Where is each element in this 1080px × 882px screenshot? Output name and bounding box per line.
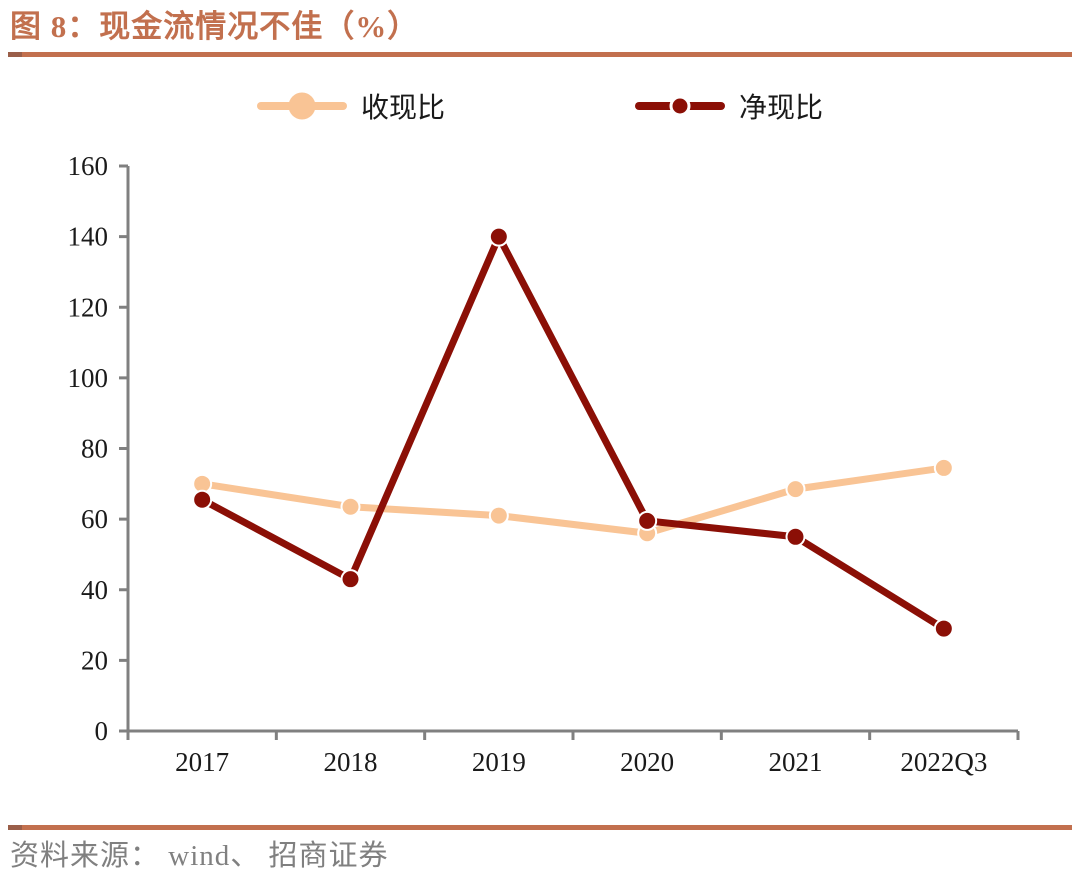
- y-tick-label: 20: [81, 645, 108, 675]
- y-tick-label: 60: [81, 504, 108, 534]
- series-0-point-2019: [488, 505, 509, 526]
- source-note: 资料来源： wind、 招商证券: [10, 840, 389, 872]
- y-tick-label: 100: [68, 363, 109, 393]
- legend-marker-shouxianbi-icon: [256, 91, 347, 121]
- series-1-point-2019: [488, 226, 509, 247]
- figure-title: 图 8：现金流情况不佳（%）: [10, 9, 420, 44]
- legend-item-shouxianbi: 收现比: [256, 86, 445, 126]
- chart-legend: 收现比 净现比: [0, 83, 1080, 129]
- legend-label-shouxianbi: 收现比: [360, 93, 445, 124]
- series-1-point-2017: [192, 489, 213, 510]
- x-tick-label: 2022Q3: [900, 747, 987, 777]
- y-tick-label: 160: [68, 151, 109, 181]
- series-0-point-2022Q3: [933, 457, 954, 478]
- x-tick-label: 2020: [620, 747, 674, 777]
- y-tick-label: 40: [81, 575, 108, 605]
- x-tick-label: 2019: [472, 747, 526, 777]
- legend-marker-jingxianbi-icon: [635, 91, 725, 121]
- series-line-0: [201, 464, 945, 537]
- legend-item-jingxianbi: 净现比: [635, 86, 823, 126]
- y-tick-label: 80: [81, 434, 108, 464]
- axis-lines: [126, 166, 1018, 733]
- line-chart-svg: 0 20 40 60 80 100 120 140 160 2017 2018 2019 2020 202…: [68, 151, 1020, 777]
- title-divider: [8, 52, 1072, 57]
- footer-divider: [8, 825, 1072, 830]
- title-divider-notch: [8, 52, 22, 57]
- series-1-point-2018: [340, 569, 361, 590]
- chart-area: 0 20 40 60 80 100 120 140 160 2017 2018 2019 2020 202…: [0, 131, 1080, 796]
- series-1-point-2020: [637, 510, 658, 531]
- footer-divider-notch: [8, 825, 22, 830]
- series-0-point-2018: [340, 496, 361, 517]
- x-tick-label: 2017: [175, 747, 229, 777]
- series-1-point-2021: [785, 526, 806, 547]
- series-line-1: [200, 228, 946, 632]
- legend-label-jingxianbi: 净现比: [739, 93, 824, 124]
- y-tick-label: 0: [95, 716, 109, 746]
- series-1-point-2022Q3: [933, 618, 954, 639]
- x-tick-label: 2021: [769, 747, 823, 777]
- x-tick-label: 2018: [324, 747, 378, 777]
- y-tick-label: 140: [68, 222, 109, 252]
- series-0-point-2021: [785, 479, 806, 500]
- y-tick-label: 120: [68, 292, 109, 322]
